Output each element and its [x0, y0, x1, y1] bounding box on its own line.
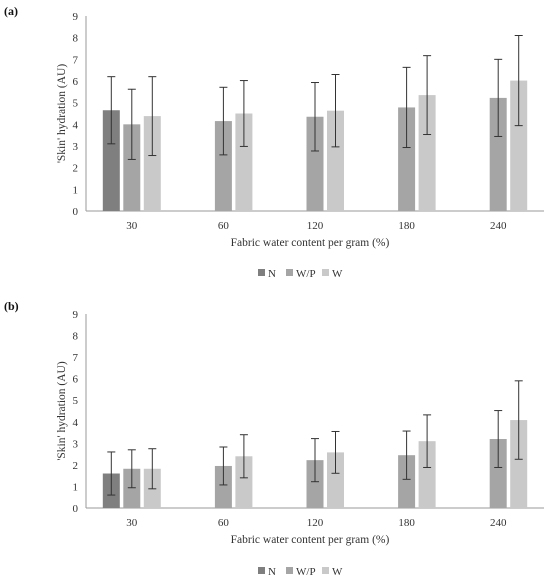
y-tick-label: 0: [73, 503, 79, 515]
error-bar: [514, 35, 523, 127]
bar-wp-180: [398, 107, 416, 211]
y-tick-label: 4: [73, 119, 79, 131]
legend-label: N: [268, 566, 276, 578]
chart-panel-b: (b) 0 1 2 3 4 5 6 7 8 9 'Skin' hydration (AU) 30 60 12…: [4, 299, 544, 578]
legend-swatch: [322, 269, 329, 276]
error-bar: [402, 430, 411, 480]
error-bar: [127, 449, 136, 489]
legend: N W/P W: [258, 566, 343, 578]
bar-wp-60: [214, 465, 232, 508]
x-tick-label: 60: [218, 517, 230, 529]
y-tick-label: 6: [73, 374, 79, 386]
x-tick-label: 60: [218, 220, 230, 232]
y-tick-label: 1: [73, 184, 79, 196]
x-tick-label: 180: [398, 220, 415, 232]
y-tick-label: 5: [73, 98, 79, 110]
y-tick-label: 2: [73, 163, 79, 175]
error-bar: [107, 76, 116, 145]
bar-wp-120: [306, 116, 324, 211]
y-tick-label: 3: [73, 438, 79, 450]
legend-swatch: [258, 269, 265, 276]
error-bar: [402, 66, 411, 149]
legend-label: W: [332, 268, 343, 280]
error-bar: [311, 82, 319, 152]
y-tick-label: 7: [73, 352, 79, 364]
error-bar: [494, 58, 503, 137]
x-tick-label: 30: [126, 220, 138, 232]
bar-wp-180: [398, 455, 416, 508]
y-tick-label: 4: [73, 417, 79, 429]
legend-label: N: [268, 268, 276, 280]
bar-w-180: [418, 95, 436, 211]
bar-n-30: [102, 110, 120, 211]
y-tick-label: 1: [73, 481, 79, 493]
x-axis-title: Fabric water content per gram (%): [231, 237, 390, 249]
error-bar: [127, 88, 136, 160]
y-tick-label: 0: [73, 206, 79, 218]
error-bar: [514, 380, 523, 460]
bar-wp-60: [214, 121, 232, 211]
panel-label: (a): [4, 4, 18, 18]
legend-swatch: [286, 269, 293, 276]
x-tick-label: 120: [307, 517, 324, 529]
x-axis-title: Fabric water content per gram (%): [231, 534, 390, 546]
bar-wp-240: [489, 97, 507, 211]
error-bar: [148, 76, 157, 157]
legend-label: W/P: [296, 566, 316, 578]
error-bar: [107, 451, 116, 496]
y-tick-label: 3: [73, 141, 79, 153]
y-tick-label: 7: [73, 54, 79, 66]
error-bar: [331, 430, 340, 474]
y-axis-title: 'Skin' hydration (AU): [56, 361, 68, 460]
legend: N W/P W: [258, 268, 343, 280]
panel-label: (b): [4, 299, 19, 313]
y-tick-label: 6: [73, 76, 79, 88]
x-tick-label: 240: [490, 220, 507, 232]
x-tick-label: 30: [126, 517, 138, 529]
y-tick-label: 8: [73, 331, 79, 343]
bar-w-240: [510, 80, 528, 211]
bar-w-30: [143, 116, 161, 211]
y-tick-label: 9: [73, 11, 79, 23]
legend-swatch: [258, 567, 265, 574]
bar-wp-30: [123, 124, 141, 211]
error-bar: [423, 55, 432, 136]
x-tick-label: 180: [398, 517, 415, 529]
bar-w-120: [327, 452, 344, 508]
error-bar: [219, 86, 228, 156]
y-axis-title: 'Skin' hydration (AU): [56, 64, 68, 163]
y-tick-label: 2: [73, 460, 79, 472]
bar-w-60: [235, 113, 253, 211]
error-bar: [239, 434, 248, 479]
error-bar: [331, 74, 340, 148]
bar-w-240: [510, 420, 528, 508]
x-tick-label: 120: [307, 220, 324, 232]
error-bar: [148, 448, 157, 490]
bar-w-180: [418, 441, 436, 508]
error-bar: [494, 410, 503, 468]
error-bar: [239, 80, 248, 147]
legend-label: W/P: [296, 268, 316, 280]
error-bar: [219, 446, 228, 486]
legend-swatch: [322, 567, 329, 574]
chart-panel-a: (a) 0 1 2 3 4 5 6 7 8 9 'Skin' hydration (AU) 30 60 12…: [4, 4, 544, 280]
legend-swatch: [286, 567, 293, 574]
bar-wp-30: [123, 468, 141, 508]
bar-w-60: [235, 456, 253, 508]
bar-w-120: [327, 110, 344, 211]
x-tick-label: 240: [490, 517, 507, 529]
bar-wp-240: [489, 439, 507, 508]
bar-wp-120: [306, 460, 324, 508]
y-tick-label: 8: [73, 33, 79, 45]
error-bar: [423, 414, 432, 468]
legend-label: W: [332, 566, 343, 578]
y-tick-label: 9: [73, 309, 79, 321]
error-bar: [311, 438, 319, 483]
y-tick-label: 5: [73, 395, 79, 407]
